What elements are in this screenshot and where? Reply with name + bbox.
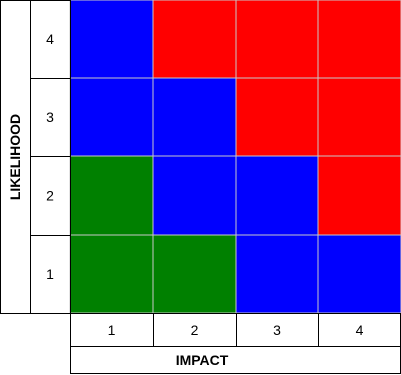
heatmap-cell-impact-1-likelihood-1 [69,234,154,314]
heatmap-cell-impact-3-likelihood-2 [235,155,319,236]
heatmap-cell-impact-3-likelihood-1 [235,234,319,314]
x-tick-label: 4 [356,322,364,338]
x-tick-row [70,313,401,347]
heatmap-cell-impact-1-likelihood-2 [69,155,154,236]
x-tick-label: 3 [273,322,281,338]
x-tick-label: 2 [191,322,199,338]
heatmap-cell-impact-4-likelihood-4 [317,0,401,79]
y-tick-label: 2 [46,188,54,204]
x-tick-label: 1 [108,322,116,338]
y-tick-labels: 1 2 3 4 [46,31,54,282]
heatmap-cell-impact-2-likelihood-1 [152,234,237,314]
heatmap-cell-impact-4-likelihood-2 [317,155,401,236]
y-tick-label: 3 [46,109,54,125]
x-tick-labels: 1 2 3 4 [108,322,364,338]
y-tick-label: 1 [46,266,54,282]
heatmap-cells [69,0,401,314]
heatmap-cell-impact-2-likelihood-3 [152,77,237,157]
x-axis-title: IMPACT [176,352,229,368]
x-axis-title-box [70,346,401,374]
heatmap-cell-impact-1-likelihood-3 [69,77,154,157]
y-tick-label: 4 [46,31,54,47]
heatmap-cell-impact-3-likelihood-4 [235,0,319,79]
heatmap-cell-impact-4-likelihood-1 [317,234,401,314]
heatmap-cell-impact-2-likelihood-4 [152,0,237,79]
y-axis-title: LIKELIHOOD [7,114,23,200]
heatmap-cell-impact-1-likelihood-4 [69,0,154,79]
heatmap-cell-impact-2-likelihood-2 [152,155,237,236]
heatmap-cell-impact-4-likelihood-3 [317,77,401,157]
heatmap-cell-impact-3-likelihood-3 [235,77,319,157]
